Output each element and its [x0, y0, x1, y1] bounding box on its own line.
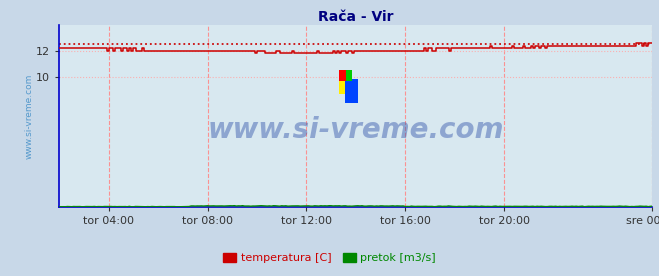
- Text: www.si-vreme.com: www.si-vreme.com: [208, 116, 504, 145]
- Legend: temperatura [C], pretok [m3/s]: temperatura [C], pretok [m3/s]: [219, 249, 440, 268]
- Bar: [339, 70, 353, 94]
- Y-axis label: www.si-vreme.com: www.si-vreme.com: [24, 73, 34, 159]
- Bar: [346, 70, 353, 81]
- Bar: [345, 79, 358, 103]
- Bar: [339, 70, 346, 81]
- Title: Rača - Vir: Rača - Vir: [318, 10, 393, 24]
